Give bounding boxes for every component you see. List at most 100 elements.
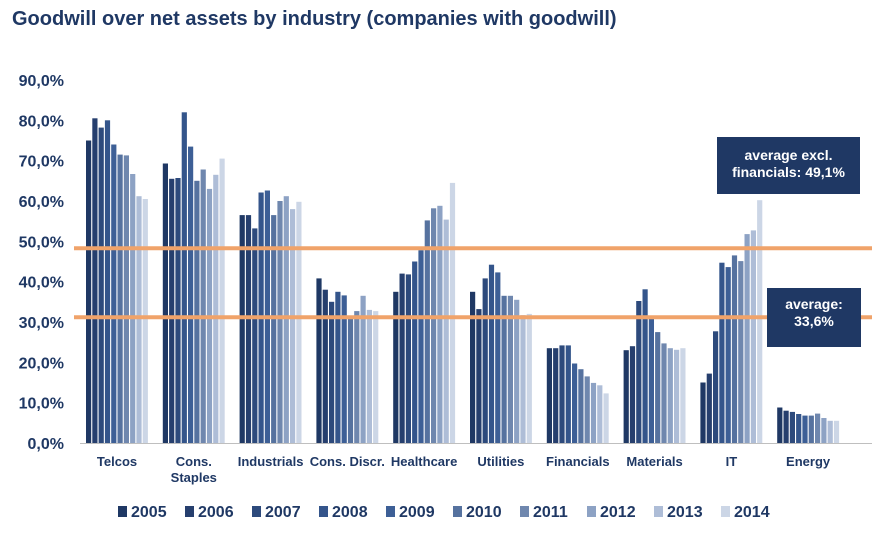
bar	[713, 331, 719, 443]
bar	[200, 169, 206, 443]
bar	[661, 343, 667, 443]
bar	[245, 215, 252, 443]
legend-label: 2011	[533, 504, 568, 521]
bar	[360, 295, 366, 443]
legend-label: 2012	[600, 504, 636, 521]
bar	[271, 215, 277, 443]
average-callout: average: 33,6%	[767, 288, 861, 347]
callout-line: 33,6%	[794, 313, 834, 329]
bar	[322, 289, 328, 443]
x-tick-label: Utilities	[477, 454, 524, 469]
bar	[719, 262, 725, 443]
bar	[437, 205, 443, 443]
legend-swatch	[252, 506, 261, 517]
bar	[431, 208, 437, 443]
bar	[559, 345, 565, 443]
callout-line: average:	[785, 296, 843, 312]
bar	[642, 289, 648, 443]
legend-label: 2009	[399, 504, 435, 521]
bar	[252, 228, 258, 443]
bar	[213, 174, 219, 444]
bar	[277, 201, 283, 443]
bar	[827, 420, 833, 443]
bar	[757, 200, 763, 443]
legend-swatch	[118, 506, 127, 517]
x-tick-label: Energy	[786, 454, 831, 469]
x-tick-label: Industrials	[238, 454, 304, 469]
x-axis: Telcos Cons. Staples Industrials Cons. Discr…	[80, 443, 872, 485]
legend-swatch	[185, 506, 194, 517]
legend-swatch	[654, 506, 663, 517]
bar	[142, 199, 148, 443]
bar	[181, 112, 187, 444]
bar	[123, 155, 129, 443]
bar	[833, 420, 840, 443]
average-excl-financials-callout: average excl. financials: 49,1%	[717, 137, 860, 194]
y-tick-label: 60,0%	[19, 194, 64, 211]
y-tick-label: 40,0%	[19, 275, 64, 292]
bar	[572, 363, 578, 443]
bars	[86, 112, 840, 444]
bar	[443, 219, 449, 443]
bar	[470, 291, 476, 444]
bar	[130, 174, 136, 443]
bar	[188, 146, 194, 443]
bar	[507, 295, 513, 443]
bar	[405, 274, 411, 443]
bar	[667, 348, 673, 443]
bar	[373, 311, 379, 443]
bar	[341, 295, 347, 443]
bar	[777, 407, 783, 443]
bar	[565, 345, 571, 443]
bar	[578, 369, 584, 443]
bar	[815, 413, 821, 443]
bar	[92, 118, 98, 444]
bar	[738, 261, 744, 443]
legend-label: 2007	[265, 504, 301, 521]
bar	[449, 182, 456, 443]
bar	[136, 196, 142, 443]
bar	[175, 178, 181, 443]
bar	[526, 313, 532, 443]
bar	[590, 382, 597, 443]
legend-swatch	[520, 506, 529, 517]
bar	[750, 230, 756, 443]
bar	[482, 278, 488, 443]
bar	[98, 127, 104, 443]
bar	[802, 415, 808, 443]
bar	[546, 348, 552, 443]
bar	[283, 196, 289, 443]
bar	[104, 120, 111, 444]
y-tick-label: 20,0%	[19, 355, 64, 372]
bar	[335, 291, 341, 444]
bar	[393, 291, 399, 444]
legend-swatch	[386, 506, 395, 517]
bar	[347, 318, 354, 443]
y-tick-label: 50,0%	[19, 234, 64, 251]
bar	[117, 154, 123, 443]
bar	[399, 273, 405, 443]
y-tick-label: 70,0%	[19, 154, 64, 171]
bar	[553, 348, 559, 443]
bar	[796, 414, 802, 443]
bar	[316, 278, 322, 443]
legend-label: 2005	[131, 504, 167, 521]
legend-swatch	[453, 506, 462, 517]
y-tick-label: 80,0%	[19, 113, 64, 130]
bar	[501, 295, 507, 443]
bar	[520, 315, 526, 443]
x-tick-label: Materials	[626, 454, 682, 469]
bar	[219, 158, 225, 443]
bar	[700, 382, 706, 443]
bar	[366, 309, 372, 443]
bar	[821, 418, 827, 443]
bar	[655, 332, 661, 443]
bar	[488, 264, 495, 443]
bar	[296, 201, 302, 443]
legend-label: 2006	[198, 504, 234, 521]
bar	[680, 348, 686, 443]
bar	[725, 267, 731, 443]
x-tick-label: Cons. Staples	[171, 454, 217, 485]
bar	[514, 299, 520, 443]
